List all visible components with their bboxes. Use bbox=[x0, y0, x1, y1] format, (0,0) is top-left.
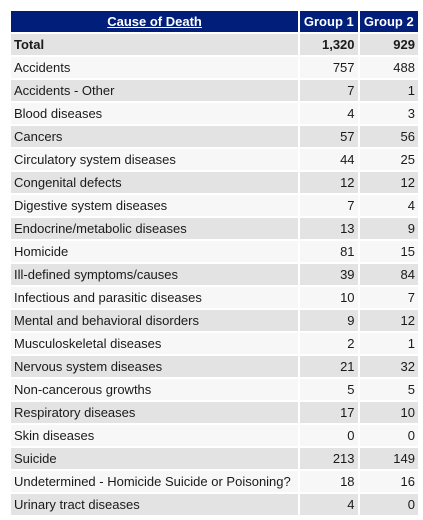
cause-cell: Non-cancerous growths bbox=[11, 379, 299, 400]
table-row: Suicide 213 149 bbox=[11, 448, 418, 469]
group-2-cell: 1 bbox=[359, 333, 418, 354]
group-1-cell: 44 bbox=[300, 149, 358, 170]
cause-cell: Accidents bbox=[11, 57, 299, 78]
cause-cell: Ill-defined symptoms/causes bbox=[11, 264, 299, 285]
table-row: Homicide 81 15 bbox=[11, 241, 418, 262]
group-1-cell: 4 bbox=[300, 103, 358, 124]
header-group-1: Group 1 bbox=[300, 11, 358, 32]
group-2-cell: 32 bbox=[359, 356, 418, 377]
group-1-cell: 7 bbox=[300, 195, 358, 216]
group-1-cell: 12 bbox=[300, 172, 358, 193]
cause-cell: Circulatory system diseases bbox=[11, 149, 299, 170]
table-row: Digestive system diseases 7 4 bbox=[11, 195, 418, 216]
group-1-cell: 0 bbox=[300, 425, 358, 446]
group-2-cell: 3 bbox=[359, 103, 418, 124]
group-1-cell: 17 bbox=[300, 402, 358, 423]
group-2-cell: 84 bbox=[359, 264, 418, 285]
group-2-cell: 7 bbox=[359, 287, 418, 308]
table-row: Congenital defects 12 12 bbox=[11, 172, 418, 193]
cause-cell: Cancers bbox=[11, 126, 299, 147]
group-1-cell: 57 bbox=[300, 126, 358, 147]
group-2-cell: 16 bbox=[359, 471, 418, 492]
group-2-cell: 149 bbox=[359, 448, 418, 469]
group-1-cell: 5 bbox=[300, 379, 358, 400]
cause-cell: Nervous system diseases bbox=[11, 356, 299, 377]
group-1-cell: 81 bbox=[300, 241, 358, 262]
cause-cell: Infectious and parasitic diseases bbox=[11, 287, 299, 308]
group-1-cell: 10 bbox=[300, 287, 358, 308]
group-1-cell: 213 bbox=[300, 448, 358, 469]
table-row: Circulatory system diseases 44 25 bbox=[11, 149, 418, 170]
cause-of-death-table-container: Cause of Death Group 1 Group 2 Total 1,32… bbox=[9, 9, 420, 517]
group-1-cell: 2 bbox=[300, 333, 358, 354]
table-row: Accidents - Other 7 1 bbox=[11, 80, 418, 101]
sort-link-cause-of-death[interactable]: Cause of Death bbox=[107, 14, 202, 29]
table-row: Nervous system diseases 21 32 bbox=[11, 356, 418, 377]
group-1-cell: 39 bbox=[300, 264, 358, 285]
cause-cell: Urinary tract diseases bbox=[11, 494, 299, 515]
group-2-cell: 488 bbox=[359, 57, 418, 78]
group-1-cell: 18 bbox=[300, 471, 358, 492]
group-1-cell: 7 bbox=[300, 80, 358, 101]
group-2-cell: 9 bbox=[359, 218, 418, 239]
group-2-cell: 12 bbox=[359, 172, 418, 193]
header-group-2: Group 2 bbox=[359, 11, 418, 32]
cause-cell: Congenital defects bbox=[11, 172, 299, 193]
cause-cell: Suicide bbox=[11, 448, 299, 469]
group-2-cell: 1 bbox=[359, 80, 418, 101]
group-2-cell: 5 bbox=[359, 379, 418, 400]
group-1-cell: 13 bbox=[300, 218, 358, 239]
group-2-cell: 929 bbox=[359, 34, 418, 55]
group-2-cell: 10 bbox=[359, 402, 418, 423]
group-2-cell: 4 bbox=[359, 195, 418, 216]
table-row: Respiratory diseases 17 10 bbox=[11, 402, 418, 423]
cause-cell: Total bbox=[11, 34, 299, 55]
table-header-row: Cause of Death Group 1 Group 2 bbox=[11, 11, 418, 32]
cause-cell: Musculoskeletal diseases bbox=[11, 333, 299, 354]
table-row: Infectious and parasitic diseases 10 7 bbox=[11, 287, 418, 308]
total-row: Total 1,320 929 bbox=[11, 34, 418, 55]
table-row: Ill-defined symptoms/causes 39 84 bbox=[11, 264, 418, 285]
table-row: Urinary tract diseases 4 0 bbox=[11, 494, 418, 515]
table-row: Blood diseases 4 3 bbox=[11, 103, 418, 124]
cause-cell: Undetermined - Homicide Suicide or Poiso… bbox=[11, 471, 299, 492]
cause-cell: Mental and behavioral disorders bbox=[11, 310, 299, 331]
group-2-cell: 0 bbox=[359, 494, 418, 515]
group-2-cell: 15 bbox=[359, 241, 418, 262]
group-1-cell: 4 bbox=[300, 494, 358, 515]
cause-cell: Digestive system diseases bbox=[11, 195, 299, 216]
header-cause-of-death[interactable]: Cause of Death bbox=[11, 11, 299, 32]
cause-cell: Skin diseases bbox=[11, 425, 299, 446]
group-2-cell: 12 bbox=[359, 310, 418, 331]
group-1-cell: 1,320 bbox=[300, 34, 358, 55]
group-2-cell: 0 bbox=[359, 425, 418, 446]
group-2-cell: 56 bbox=[359, 126, 418, 147]
table-row: Skin diseases 0 0 bbox=[11, 425, 418, 446]
group-1-cell: 757 bbox=[300, 57, 358, 78]
table-row: Non-cancerous growths 5 5 bbox=[11, 379, 418, 400]
cause-cell: Accidents - Other bbox=[11, 80, 299, 101]
table-row: Mental and behavioral disorders 9 12 bbox=[11, 310, 418, 331]
group-1-cell: 9 bbox=[300, 310, 358, 331]
table-row: Musculoskeletal diseases 2 1 bbox=[11, 333, 418, 354]
table-row: Endocrine/metabolic diseases 13 9 bbox=[11, 218, 418, 239]
cause-cell: Homicide bbox=[11, 241, 299, 262]
cause-of-death-table: Cause of Death Group 1 Group 2 Total 1,32… bbox=[9, 9, 420, 517]
group-2-cell: 25 bbox=[359, 149, 418, 170]
table-row: Cancers 57 56 bbox=[11, 126, 418, 147]
cause-cell: Blood diseases bbox=[11, 103, 299, 124]
table-row: Undetermined - Homicide Suicide or Poiso… bbox=[11, 471, 418, 492]
table-row: Accidents 757 488 bbox=[11, 57, 418, 78]
cause-cell: Respiratory diseases bbox=[11, 402, 299, 423]
cause-cell: Endocrine/metabolic diseases bbox=[11, 218, 299, 239]
group-1-cell: 21 bbox=[300, 356, 358, 377]
